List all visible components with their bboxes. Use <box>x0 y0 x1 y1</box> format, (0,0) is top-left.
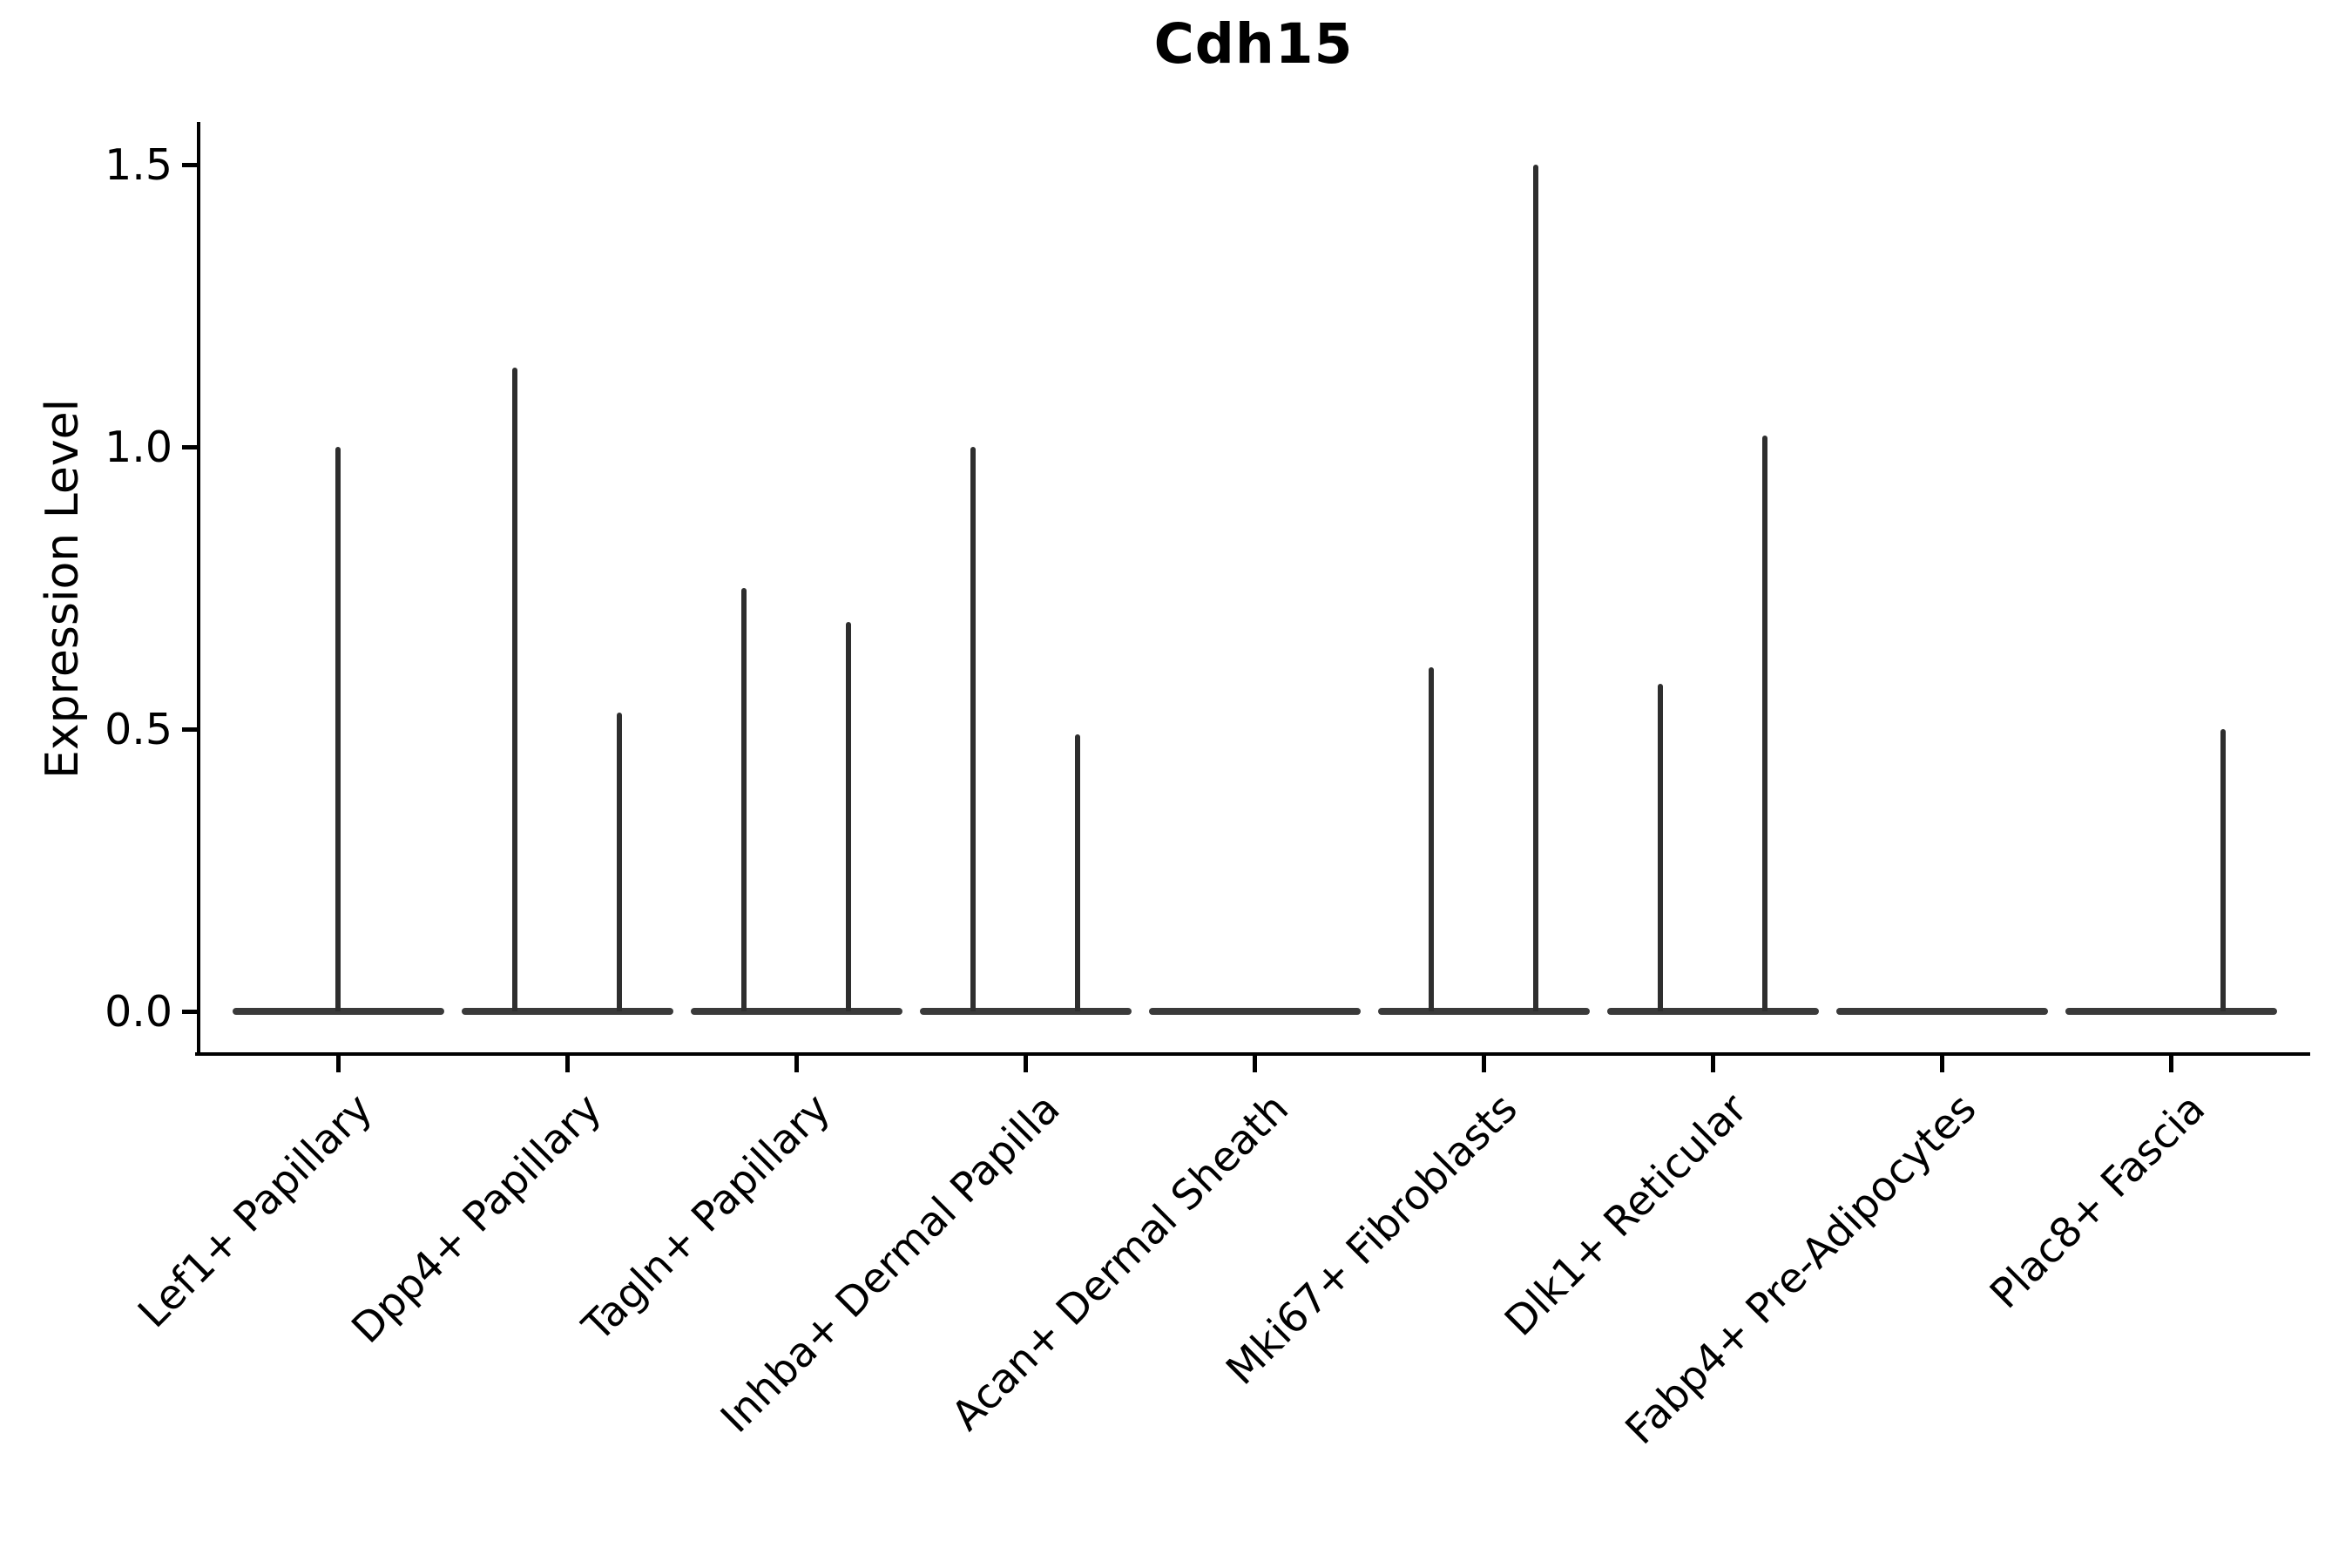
violin-spike <box>617 712 622 1011</box>
x-tick-mark <box>1939 1056 1944 1072</box>
x-tick-mark <box>564 1056 570 1072</box>
x-tick-mark <box>794 1056 799 1072</box>
x-tick-label: Dlk1+ Reticular <box>1495 1085 1757 1346</box>
violin-base <box>1835 1008 2048 1015</box>
y-tick-mark <box>182 1009 197 1014</box>
violin-spike <box>1762 436 1767 1011</box>
y-tick-mark <box>182 444 197 449</box>
violin-base <box>1148 1008 1361 1015</box>
violin-spike <box>512 368 517 1011</box>
y-tick-label: 1.5 <box>105 139 172 190</box>
x-tick-mark <box>1710 1056 1715 1072</box>
x-axis-spine <box>195 1052 2310 1056</box>
chart-title: Cdh15 <box>1153 12 1354 76</box>
violin-spike <box>741 588 747 1011</box>
violin-base <box>461 1008 673 1015</box>
violin-spike <box>1533 165 1538 1011</box>
violin-spike <box>970 447 976 1011</box>
violin-spike <box>2220 729 2226 1011</box>
x-tick-mark <box>335 1056 341 1072</box>
y-tick-mark <box>182 727 197 732</box>
y-tick-label: 0.0 <box>105 986 172 1037</box>
violin-spike <box>1075 734 1080 1011</box>
violin-spike <box>1658 684 1663 1011</box>
violin-base <box>1606 1008 1819 1015</box>
x-tick-mark <box>1252 1056 1257 1072</box>
violin-spike <box>1429 666 1434 1011</box>
y-tick-label: 1.0 <box>105 422 172 472</box>
violin-base <box>2065 1008 2277 1015</box>
y-tick-label: 0.5 <box>105 704 172 754</box>
y-tick-mark <box>182 162 197 167</box>
x-tick-label: Dpp4+ Papillary <box>342 1085 612 1353</box>
violin-base <box>690 1008 902 1015</box>
x-tick-label: Tagln+ Papillary <box>573 1085 841 1351</box>
violin-base <box>232 1008 444 1015</box>
x-tick-mark <box>1023 1056 1028 1072</box>
x-tick-mark <box>1481 1056 1486 1072</box>
violin-base <box>919 1008 1132 1015</box>
violin-base <box>1377 1008 1590 1015</box>
y-axis-label: Expression Level <box>37 398 89 780</box>
x-tick-label: Plac8+ Fascia <box>1981 1085 2215 1319</box>
x-tick-mark <box>2168 1056 2173 1072</box>
violin-spike <box>846 621 851 1011</box>
x-tick-label: Lef1+ Papillary <box>129 1085 382 1338</box>
y-axis-spine <box>197 122 200 1056</box>
violin-spike <box>335 447 341 1011</box>
